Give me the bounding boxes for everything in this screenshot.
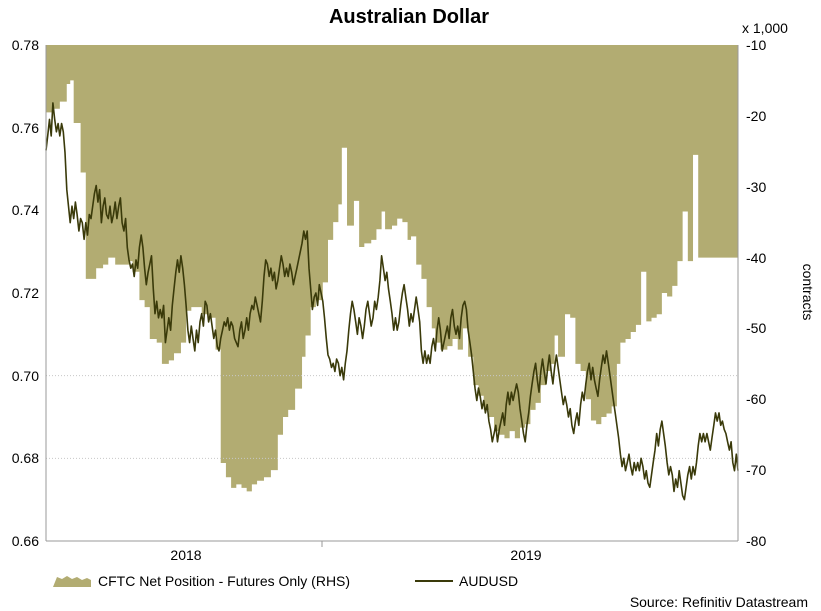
left-tick-label: 0.68	[12, 450, 39, 466]
right-tick-label: -30	[746, 179, 766, 195]
legend: CFTC Net Position - Futures Only (RHS) A…	[53, 573, 518, 589]
legend-label-audusd: AUDUSD	[459, 573, 518, 589]
right-tick-label: -10	[746, 37, 766, 53]
audusd-line	[45, 102, 739, 501]
left-tick-label: 0.78	[12, 37, 39, 53]
right-tick-label: -20	[746, 108, 766, 124]
left-tick-label: 0.70	[12, 368, 39, 384]
right-axis-ticks: -10 -20 -30 -40 -50 -60 -70 -80	[746, 37, 766, 549]
grid	[46, 375, 738, 459]
left-tick-label: 0.74	[12, 202, 39, 218]
x-tick-label: 2018	[170, 547, 201, 563]
right-tick-label: -50	[746, 320, 766, 336]
source-note: Source: Refinitiv Datastream	[630, 594, 808, 610]
cftc-net-position-area	[46, 45, 738, 492]
right-tick-label: -60	[746, 391, 766, 407]
right-axis-unit: x 1,000	[742, 20, 788, 36]
legend-label-cftc: CFTC Net Position - Futures Only (RHS)	[98, 573, 350, 589]
x-axis-ticks: 2018 2019	[170, 541, 542, 563]
chart-title: Australian Dollar	[329, 6, 489, 28]
plot-area	[45, 45, 739, 542]
left-tick-label: 0.72	[12, 285, 39, 301]
left-axis-ticks: 0.78 0.76 0.74 0.72 0.70 0.68 0.66	[12, 37, 39, 549]
right-tick-label: -40	[746, 250, 766, 266]
right-axis-label: contracts	[800, 264, 816, 321]
right-tick-label: -80	[746, 533, 766, 549]
left-tick-label: 0.76	[12, 120, 39, 136]
right-tick-label: -70	[746, 462, 766, 478]
left-tick-label: 0.66	[12, 533, 39, 549]
x-tick-label: 2019	[510, 547, 541, 563]
legend-area-swatch	[53, 576, 91, 587]
